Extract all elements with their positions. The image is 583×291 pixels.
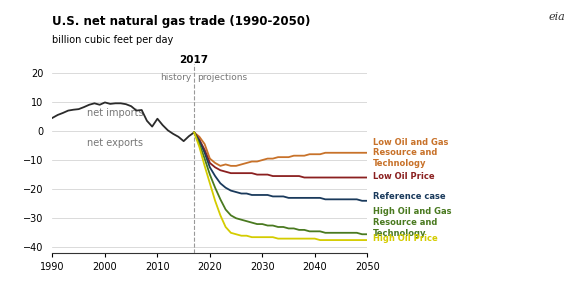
Text: Low Oil Price: Low Oil Price <box>373 172 434 180</box>
Text: net imports: net imports <box>87 109 144 118</box>
Text: billion cubic feet per day: billion cubic feet per day <box>52 35 174 45</box>
Text: High Oil Price: High Oil Price <box>373 234 437 243</box>
Text: U.S. net natural gas trade (1990-2050): U.S. net natural gas trade (1990-2050) <box>52 15 311 28</box>
Text: Reference case: Reference case <box>373 192 445 201</box>
Text: projections: projections <box>197 73 247 82</box>
Text: High Oil and Gas
Resource and
Technology: High Oil and Gas Resource and Technology <box>373 207 451 238</box>
Text: eia: eia <box>549 12 566 22</box>
Text: net exports: net exports <box>87 138 143 148</box>
Text: history: history <box>160 73 191 82</box>
Text: 2017: 2017 <box>180 56 209 65</box>
Text: Low Oil and Gas
Resource and
Technology: Low Oil and Gas Resource and Technology <box>373 138 448 168</box>
